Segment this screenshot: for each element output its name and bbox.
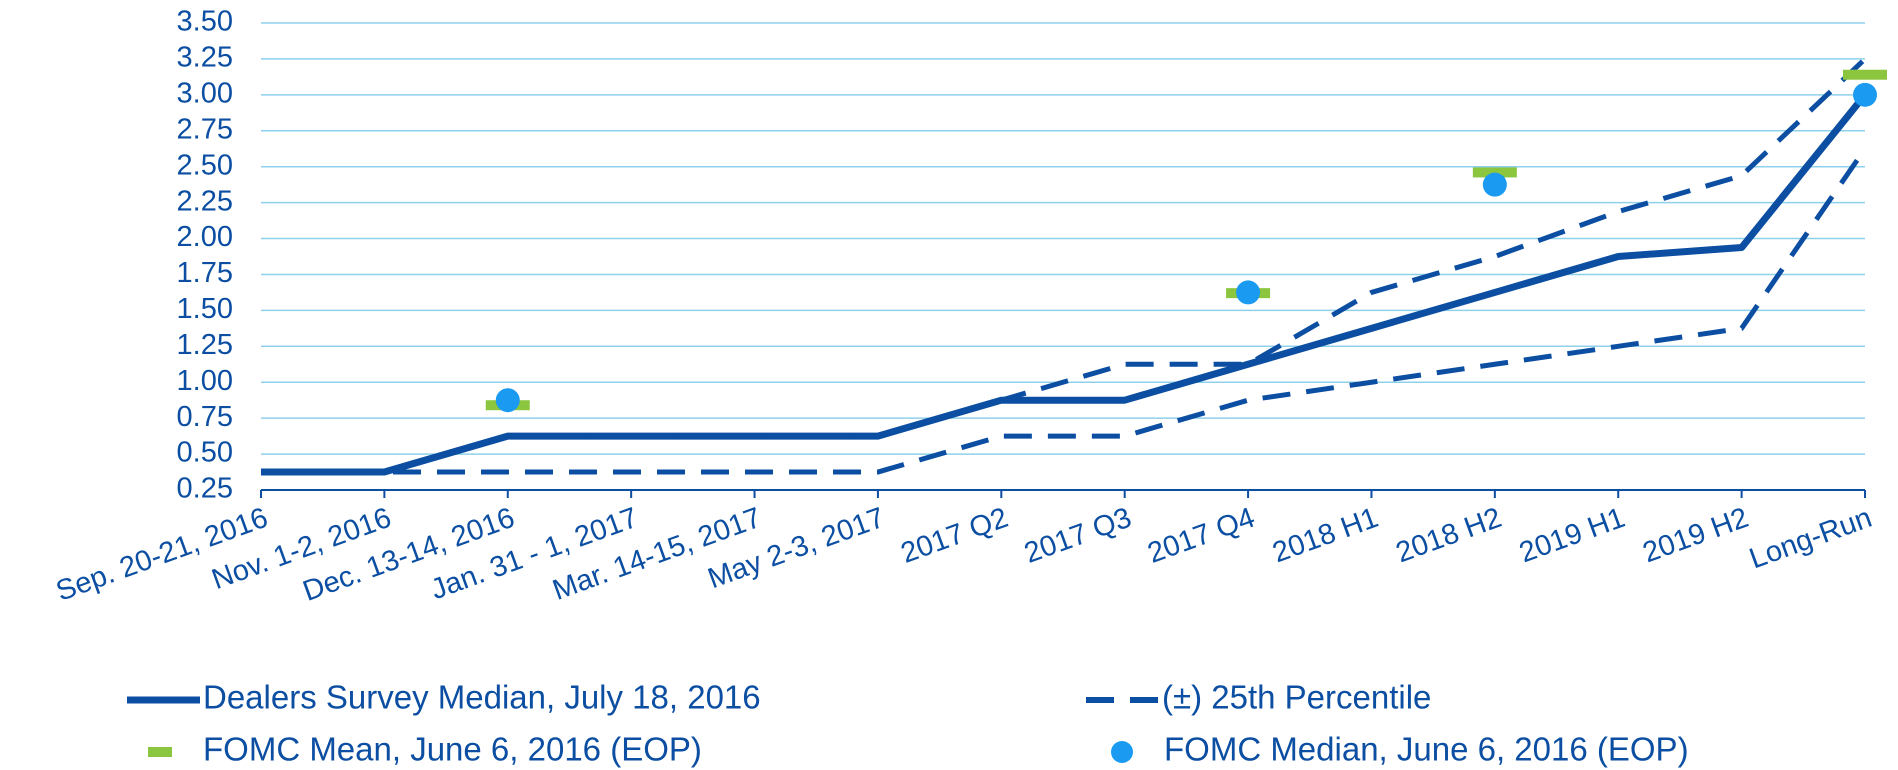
x-tick-label: Long-Run [1745,502,1876,576]
lower-line [261,147,1868,475]
x-tick-label: 2019 H2 [1639,502,1753,570]
x-tick-label: 2017 Q3 [1020,502,1136,570]
y-tick-label: 0.50 [177,437,233,469]
legend-label: FOMC Median, June 6, 2016 (EOP) [1164,731,1689,768]
y-tick-label: 2.00 [177,221,233,253]
x-tick-label: 2017 Q2 [897,502,1013,570]
x-tick-label: 2018 H2 [1392,502,1506,570]
legend-swatch [148,747,172,757]
y-tick-label: 2.25 [177,185,233,217]
median-dot [495,388,520,413]
mean-marker [1472,167,1517,178]
y-tick-label: 1.25 [177,329,233,361]
legend-swatch [1111,741,1133,763]
y-tick-label: 3.50 [177,6,233,38]
median-dot [1853,82,1877,107]
y-tick-label: 0.25 [177,473,233,505]
median-dot [1482,172,1507,197]
y-tick-label: 2.50 [177,149,233,181]
y-tick-label: 1.50 [177,293,233,325]
y-tick-label: 0.75 [177,401,233,433]
y-tick-label: 2.75 [177,113,233,145]
mean-marker [1843,69,1887,80]
legend-label: (±) 25th Percentile [1162,679,1431,716]
median-line [261,92,1868,476]
legend-label: Dealers Survey Median, July 18, 2016 [203,679,761,716]
legend-label: FOMC Mean, June 6, 2016 (EOP) [203,731,702,768]
y-tick-label: 3.00 [177,78,233,110]
x-tick-label: 2018 H1 [1268,502,1382,570]
median-dot [1236,280,1261,305]
x-tick-label: 2019 H1 [1515,502,1629,570]
x-tick-label: 2017 Q4 [1144,502,1260,570]
upper-line [261,57,1867,475]
y-tick-label: 1.00 [177,365,233,397]
y-tick-label: 3.25 [177,42,233,74]
y-tick-label: 1.75 [177,257,233,289]
